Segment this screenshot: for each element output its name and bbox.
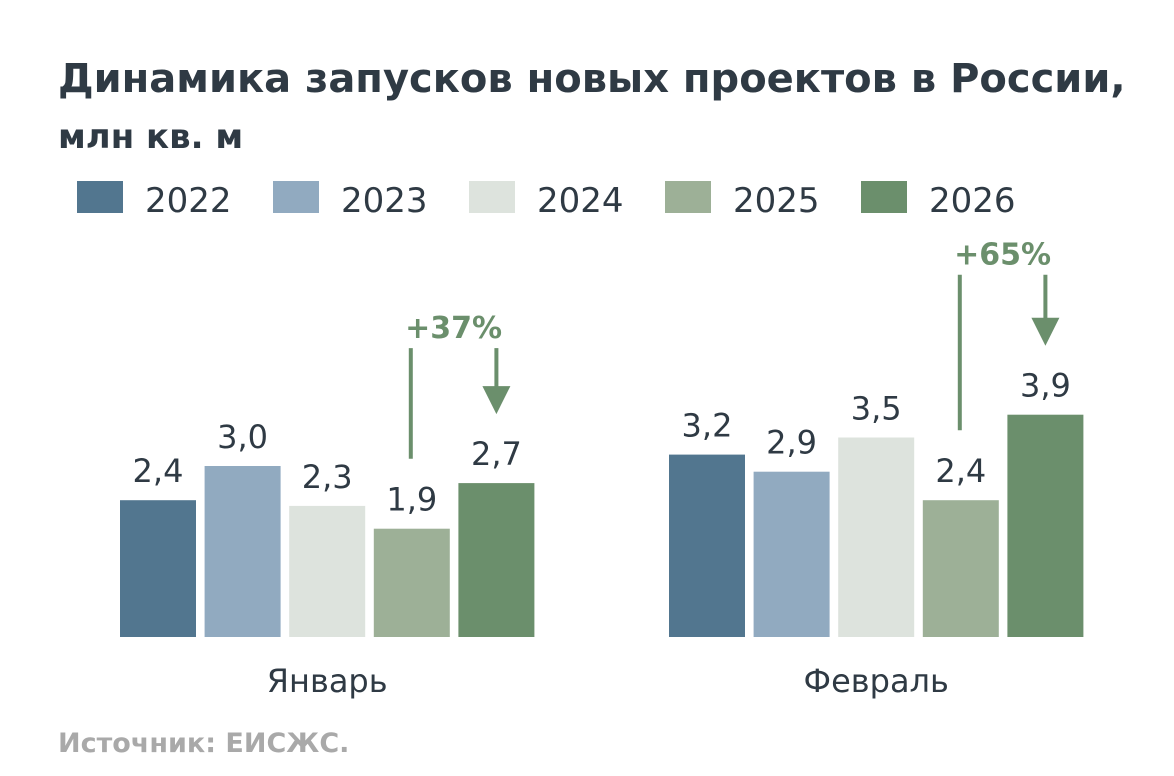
data-label-Январь-2023: 3,0 (217, 418, 268, 456)
legend-swatch-2025 (665, 181, 711, 213)
legend-swatch-2024 (469, 181, 515, 213)
annotations: +37% +65% (405, 238, 1060, 459)
bar-Январь-2023 (204, 466, 281, 637)
data-label-Январь-2026: 2,7 (471, 435, 522, 473)
bar-Январь-2026 (458, 483, 535, 637)
legend: 2022 2023 2024 2025 2026 (77, 181, 1016, 221)
bar-Февраль-2022 (669, 454, 745, 637)
data-label-Февраль-2023: 2,9 (766, 424, 817, 462)
data-label-Февраль-2025: 2,4 (935, 452, 986, 490)
source-note: Источник: ЕИСЖС. (58, 728, 349, 759)
bar-Январь-2025 (373, 528, 450, 637)
arrow-down-icon (1031, 317, 1060, 346)
legend-label-2023: 2023 (341, 181, 428, 221)
legend-label-2022: 2022 (145, 181, 232, 221)
legend-swatch-2022 (77, 181, 123, 213)
data-label-Январь-2024: 2,3 (302, 458, 353, 496)
bar-Февраль-2024 (838, 437, 915, 637)
legend-label-2025: 2025 (733, 181, 820, 221)
legend-swatch-2023 (273, 181, 319, 213)
annotation-label-Февраль: +65% (954, 238, 1051, 273)
annotation-label-Январь: +37% (405, 311, 502, 346)
legend-label-2024: 2024 (537, 181, 624, 221)
bar-Январь-2022 (120, 500, 196, 637)
data-label-Январь-2022: 2,4 (133, 452, 184, 490)
chart-title: Динамика запусков новых проектов в Росси… (58, 56, 1126, 102)
category-labels: Январь Февраль (267, 662, 949, 700)
data-label-Февраль-2022: 3,2 (682, 407, 733, 445)
arrow-down-icon (482, 386, 511, 415)
bar-Февраль-2025 (922, 500, 999, 637)
legend-label-2026: 2026 (929, 181, 1016, 221)
bar-Февраль-2026 (1007, 414, 1084, 637)
data-label-Январь-2025: 1,9 (386, 481, 437, 519)
category-label-Февраль: Февраль (804, 662, 949, 700)
chart-subtitle: млн кв. м (58, 117, 243, 157)
category-label-Январь: Январь (267, 662, 388, 700)
bars: 2,4 3,0 2,3 1,9 2,7 3,2 2,9 3,5 2,4 3,9 (120, 367, 1084, 637)
bar-Январь-2024 (289, 505, 366, 637)
data-label-Февраль-2024: 3,5 (851, 390, 902, 428)
bar-Февраль-2023 (753, 471, 830, 637)
data-label-Февраль-2026: 3,9 (1020, 367, 1071, 405)
legend-swatch-2026 (861, 181, 907, 213)
